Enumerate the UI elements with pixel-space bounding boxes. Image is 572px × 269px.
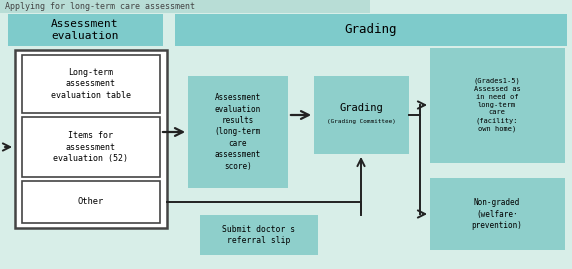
FancyBboxPatch shape bbox=[175, 14, 567, 46]
Text: Non-graded
(welfare·
prevention): Non-graded (welfare· prevention) bbox=[471, 198, 522, 230]
FancyBboxPatch shape bbox=[430, 178, 565, 250]
Text: Other: Other bbox=[78, 197, 104, 207]
FancyBboxPatch shape bbox=[314, 76, 409, 154]
FancyBboxPatch shape bbox=[22, 117, 160, 177]
Text: Applying for long-term care assessment: Applying for long-term care assessment bbox=[5, 2, 195, 11]
Text: Submit doctor s
referral slip: Submit doctor s referral slip bbox=[223, 225, 296, 245]
FancyBboxPatch shape bbox=[0, 0, 370, 13]
FancyBboxPatch shape bbox=[188, 76, 288, 188]
Text: Assessment
evaluation
results
(long-term
care
assessment
score): Assessment evaluation results (long-term… bbox=[215, 93, 261, 171]
Text: (Grading Committee): (Grading Committee) bbox=[327, 119, 395, 125]
Text: Items for
assessment
evaluation (52): Items for assessment evaluation (52) bbox=[54, 131, 129, 163]
FancyBboxPatch shape bbox=[15, 50, 167, 228]
Text: Grading: Grading bbox=[339, 103, 383, 113]
Text: Long-term
assessment
evaluation table: Long-term assessment evaluation table bbox=[51, 68, 131, 100]
Text: Assessment
evaluation: Assessment evaluation bbox=[51, 19, 119, 41]
FancyBboxPatch shape bbox=[22, 55, 160, 113]
Text: Grading: Grading bbox=[345, 23, 397, 37]
FancyBboxPatch shape bbox=[8, 14, 163, 46]
FancyBboxPatch shape bbox=[200, 215, 318, 255]
FancyBboxPatch shape bbox=[430, 48, 565, 163]
FancyBboxPatch shape bbox=[22, 181, 160, 223]
Text: (Grades1-5)
Assessed as
in need of
long-term
care
(facility:
own home): (Grades1-5) Assessed as in need of long-… bbox=[474, 78, 521, 132]
